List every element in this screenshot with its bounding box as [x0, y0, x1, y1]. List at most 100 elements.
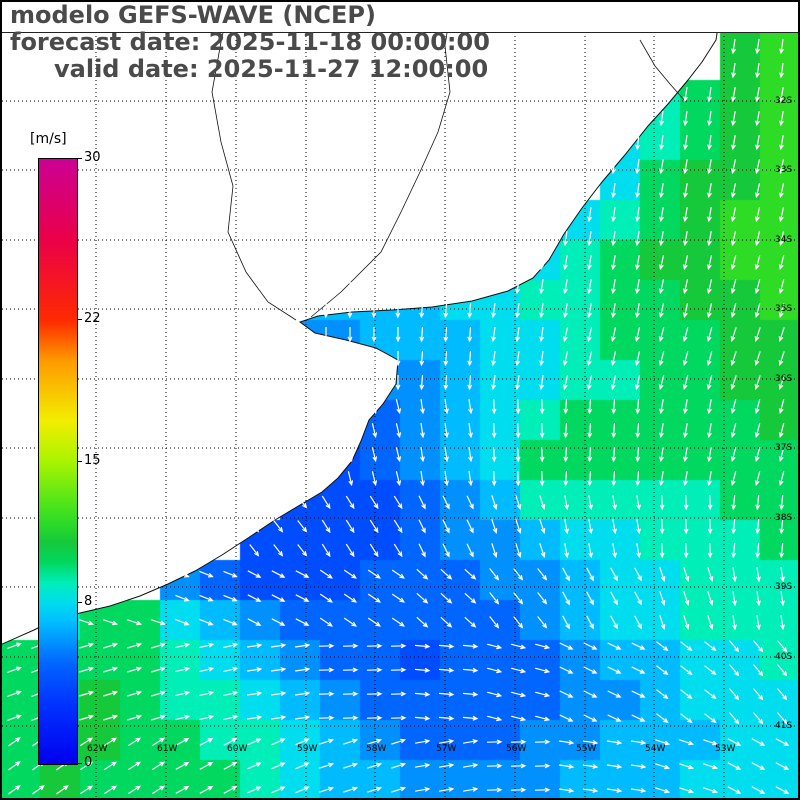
wave-direction-arrow — [539, 422, 545, 439]
wave-direction-arrow — [683, 567, 690, 583]
wave-direction-arrow — [438, 715, 455, 721]
wave-direction-arrow — [731, 134, 736, 151]
wave-direction-arrow — [731, 63, 736, 79]
wave-direction-arrow — [732, 615, 737, 631]
wave-direction-arrow — [440, 616, 453, 628]
wave-direction-arrow — [563, 231, 568, 247]
wave-direction-arrow — [586, 591, 594, 606]
wave-direction-arrow — [656, 713, 669, 724]
wave-direction-arrow — [631, 642, 646, 650]
wave-direction-arrow — [658, 351, 665, 367]
wave-direction-arrow — [587, 398, 593, 415]
wave-direction-arrow — [347, 447, 354, 463]
wave-direction-arrow — [395, 327, 401, 343]
wave-direction-arrow — [515, 519, 522, 535]
wave-direction-arrow — [444, 447, 449, 463]
wave-direction-arrow — [271, 691, 287, 696]
wave-direction-arrow — [175, 762, 190, 770]
wave-direction-arrow — [367, 738, 383, 745]
wave-direction-arrow — [539, 255, 544, 271]
wave-direction-arrow — [779, 63, 784, 79]
wave-direction-arrow — [271, 738, 286, 746]
wave-direction-arrow — [414, 739, 431, 744]
wave-direction-arrow — [779, 518, 785, 535]
wave-direction-arrow — [659, 398, 664, 415]
wave-direction-arrow — [342, 691, 359, 697]
wave-direction-arrow — [247, 643, 263, 648]
wave-direction-arrow — [199, 714, 215, 721]
wave-direction-arrow — [563, 254, 568, 271]
wave-direction-arrow — [707, 182, 712, 199]
wave-direction-arrow — [611, 231, 616, 247]
wave-direction-arrow — [393, 519, 403, 534]
wave-direction-arrow — [390, 715, 407, 721]
wave-direction-arrow — [537, 616, 548, 629]
wave-direction-arrow — [562, 591, 570, 606]
wave-direction-arrow — [299, 279, 305, 295]
wave-direction-arrow — [707, 518, 713, 535]
wave-direction-arrow — [395, 471, 402, 487]
wave-direction-arrow — [583, 666, 598, 674]
wave-direction-arrow — [707, 446, 712, 463]
wave-direction-arrow — [730, 447, 737, 463]
wave-direction-arrow — [755, 518, 761, 535]
wave-direction-arrow — [223, 762, 238, 770]
wave-direction-arrow — [443, 350, 449, 367]
wave-direction-arrow — [7, 714, 22, 721]
wave-direction-arrow — [539, 519, 546, 535]
wave-direction-arrow — [103, 737, 118, 747]
wave-direction-arrow — [732, 591, 737, 607]
wave-direction-arrow — [611, 422, 617, 439]
wave-direction-arrow — [610, 567, 618, 582]
wave-direction-arrow — [464, 592, 477, 604]
wave-direction-arrow — [7, 690, 22, 697]
wave-direction-arrow — [587, 422, 593, 439]
wave-direction-arrow — [537, 568, 548, 581]
wave-direction-arrow — [704, 641, 717, 652]
wave-direction-arrow — [586, 615, 594, 630]
wave-direction-arrow — [79, 666, 95, 673]
wave-direction-arrow — [468, 447, 473, 463]
wave-direction-arrow — [659, 518, 665, 535]
wave-direction-arrow — [175, 738, 190, 746]
wave-direction-arrow — [31, 714, 46, 721]
wave-direction-arrow — [707, 470, 712, 487]
wave-direction-arrow — [631, 740, 647, 745]
wave-direction-arrow — [347, 302, 353, 319]
wave-direction-arrow — [391, 593, 405, 603]
wave-direction-arrow — [727, 738, 742, 746]
wave-direction-arrow — [371, 351, 377, 367]
wave-direction-arrow — [342, 643, 359, 649]
river-line — [211, 0, 297, 321]
wave-direction-arrow — [79, 619, 95, 626]
wave-direction-arrow — [491, 303, 496, 319]
wave-direction-arrow — [367, 569, 381, 579]
wave-direction-arrow — [510, 739, 527, 745]
wave-direction-arrow — [442, 495, 450, 510]
wave-direction-arrow — [489, 616, 500, 629]
wave-direction-arrow — [587, 254, 592, 271]
wave-direction-arrow — [535, 691, 551, 698]
wave-direction-arrow — [607, 788, 623, 793]
wave-direction-arrow — [707, 230, 712, 247]
wave-direction-arrow — [487, 667, 503, 674]
wave-direction-arrow — [563, 302, 568, 319]
wave-direction-arrow — [318, 691, 335, 697]
wave-direction-arrow — [777, 712, 788, 725]
wave-direction-arrow — [730, 303, 737, 319]
wave-direction-arrow — [586, 327, 593, 343]
wave-direction-arrow — [559, 740, 575, 745]
wave-direction-arrow — [486, 739, 503, 745]
wave-direction-arrow — [367, 786, 383, 793]
wave-direction-arrow — [467, 326, 473, 343]
wave-direction-arrow — [321, 495, 331, 510]
wave-direction-arrow — [343, 593, 357, 603]
wave-direction-arrow — [754, 231, 761, 247]
wave-direction-arrow — [466, 519, 474, 534]
river-line — [639, 39, 687, 103]
wave-direction-arrow — [247, 738, 262, 746]
wave-direction-arrow — [727, 762, 742, 770]
wave-direction-arrow — [682, 255, 689, 271]
wave-direction-arrow — [682, 327, 689, 343]
wave-direction-arrow — [369, 495, 379, 510]
